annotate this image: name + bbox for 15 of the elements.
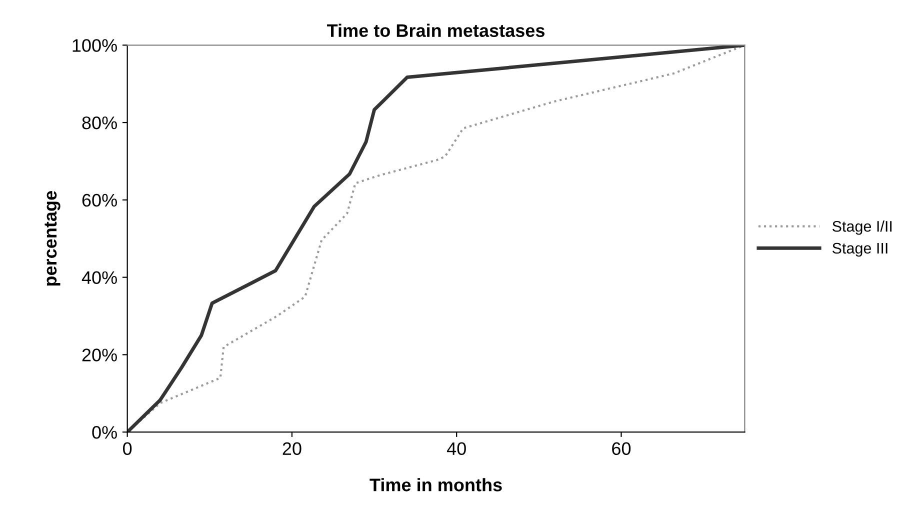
x-tick-label: 60	[612, 442, 631, 456]
y-tick-label: 100%	[72, 39, 117, 52]
y-axis-title: percentage	[44, 191, 60, 286]
x-axis-title: Time in months	[370, 478, 502, 492]
legend-label: Stage I/II	[832, 220, 892, 235]
y-tick-label: 60%	[82, 194, 117, 207]
y-tick-label: 80%	[82, 116, 117, 130]
y-tick-label: 0%	[92, 426, 117, 439]
x-tick-label: 0	[123, 442, 132, 456]
x-tick-label: 40	[446, 442, 466, 456]
y-tick-label: 20%	[82, 348, 117, 362]
x-tick-label: 20	[282, 442, 302, 456]
legend-label: Stage III	[832, 242, 888, 257]
y-tick-label: 40%	[82, 271, 117, 284]
chart-title: Time to Brain metastases	[327, 24, 544, 37]
